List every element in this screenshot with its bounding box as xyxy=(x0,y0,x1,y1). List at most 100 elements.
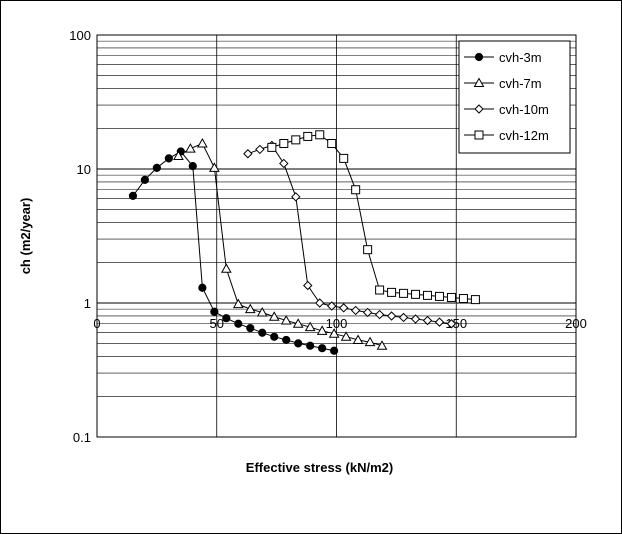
data-point xyxy=(279,158,289,169)
data-point xyxy=(292,318,304,328)
legend-item-cvh-7m: cvh-7m xyxy=(464,76,542,91)
data-point xyxy=(422,315,433,326)
data-point xyxy=(411,289,421,299)
data-point xyxy=(128,191,138,200)
legend-item-cvh-12m: cvh-12m xyxy=(464,128,549,143)
data-point xyxy=(340,331,352,341)
data-point xyxy=(376,340,388,350)
data-point xyxy=(268,311,280,321)
data-point xyxy=(434,291,444,301)
y-axis-title: ch (m2/year) xyxy=(18,198,33,275)
data-point xyxy=(232,298,244,309)
legend: cvh-3m cvh-7m cvh-10m cvh-12m xyxy=(458,40,571,154)
y-tick-label: 0.1 xyxy=(73,430,91,445)
series-cvh-3m xyxy=(128,147,339,355)
data-point xyxy=(364,336,376,347)
data-point xyxy=(304,321,316,332)
data-point xyxy=(306,341,315,350)
data-point xyxy=(243,149,253,159)
data-point xyxy=(386,311,397,321)
data-point xyxy=(291,135,301,145)
data-point xyxy=(339,153,349,163)
data-point xyxy=(330,346,339,355)
data-point xyxy=(363,245,373,255)
legend-label: cvh-12m xyxy=(499,128,549,143)
data-point xyxy=(246,323,255,333)
series-line-cvh-3m xyxy=(132,150,335,352)
data-point xyxy=(327,301,337,311)
data-point xyxy=(398,312,409,323)
series-cvh-7m xyxy=(173,137,388,350)
data-point xyxy=(209,162,220,172)
x-tick-labels: 0 50 100 150 200 xyxy=(93,316,586,331)
data-point xyxy=(244,303,256,314)
data-point xyxy=(198,283,207,292)
data-point xyxy=(318,344,327,353)
data-point xyxy=(434,317,445,327)
data-point xyxy=(328,328,340,338)
data-point xyxy=(210,307,219,316)
data-point xyxy=(282,335,291,345)
legend-marker xyxy=(474,130,484,140)
data-point xyxy=(294,339,303,348)
data-point xyxy=(350,305,361,316)
data-point xyxy=(351,185,361,195)
plot-area xyxy=(96,34,577,438)
legend-item-cvh-3m: cvh-3m xyxy=(464,50,542,65)
x-tick-label: 200 xyxy=(565,316,587,331)
data-point xyxy=(374,309,385,320)
data-point xyxy=(234,319,243,328)
y-tick-label: 100 xyxy=(69,28,91,43)
x-tick-label: 0 xyxy=(93,316,100,331)
data-point xyxy=(399,288,409,298)
data-point xyxy=(270,332,279,341)
data-point xyxy=(140,175,149,184)
data-point xyxy=(164,154,173,163)
data-point xyxy=(446,292,456,302)
data-point xyxy=(303,131,313,141)
data-point xyxy=(446,319,457,329)
legend-label: cvh-10m xyxy=(499,102,549,117)
y-tick-label: 1 xyxy=(84,296,91,311)
data-point xyxy=(185,143,196,153)
data-point xyxy=(327,138,337,148)
data-point xyxy=(470,295,480,305)
series-line-cvh-12m xyxy=(271,134,476,301)
y-tick-label: 10 xyxy=(77,162,91,177)
data-point xyxy=(280,315,292,325)
data-point xyxy=(258,328,267,337)
data-point xyxy=(256,306,268,317)
data-point xyxy=(255,144,265,155)
data-point xyxy=(291,192,301,202)
legend-marker xyxy=(473,77,485,87)
series-layer xyxy=(128,130,480,355)
data-point xyxy=(458,294,468,304)
data-point xyxy=(152,163,161,172)
data-point xyxy=(222,314,231,323)
data-point xyxy=(375,285,385,295)
data-point xyxy=(315,298,325,308)
data-point xyxy=(316,325,328,335)
data-point xyxy=(267,142,277,152)
data-point xyxy=(315,130,325,140)
x-axis-title: Effective stress (kN/m2) xyxy=(246,460,393,475)
data-point xyxy=(279,138,289,148)
legend-item-cvh-10m: cvh-10m xyxy=(464,102,549,117)
y-tick-labels: 0.1 1 10 100 xyxy=(69,28,91,445)
legend-label: cvh-7m xyxy=(499,76,542,91)
data-point xyxy=(220,263,232,273)
data-point xyxy=(338,303,349,313)
data-point xyxy=(188,162,197,171)
legend-label: cvh-3m xyxy=(499,50,542,65)
data-point xyxy=(173,150,184,161)
data-point xyxy=(410,314,421,324)
legend-marker xyxy=(474,104,484,114)
legend-marker xyxy=(474,52,484,62)
data-point xyxy=(387,287,397,297)
series-cvh-12m xyxy=(267,130,480,305)
data-point xyxy=(352,334,364,344)
x-tick-label: 50 xyxy=(210,316,224,331)
series-line-cvh-10m xyxy=(247,144,452,325)
data-point xyxy=(362,307,373,318)
